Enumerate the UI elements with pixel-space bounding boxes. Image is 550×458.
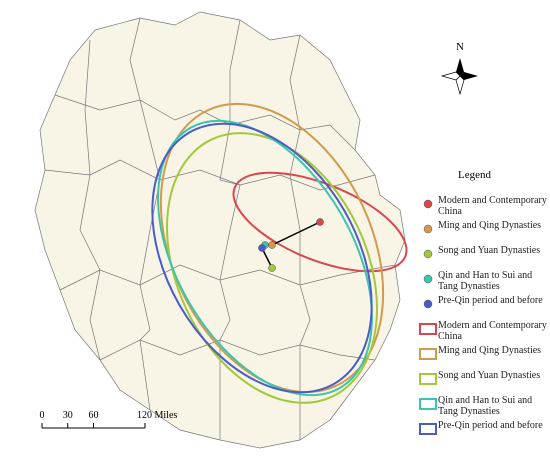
legend-symbol: [423, 249, 433, 259]
legend-point: [423, 199, 433, 209]
legend-point: [423, 299, 433, 309]
legend-label: Song and Yuan Dynasties: [438, 245, 541, 256]
deviational-ellipse: [232, 171, 408, 273]
legend-point: [423, 249, 433, 259]
legend-symbol: [419, 398, 437, 410]
legend-symbol: [419, 348, 437, 360]
legend-label: Modern and Contemporary China: [438, 320, 547, 342]
legend-symbol: [419, 423, 437, 435]
centroid: [316, 218, 324, 226]
deviational-ellipse: [157, 119, 373, 397]
legend-symbol: [423, 274, 433, 284]
legend-label: Song and Yuan Dynasties: [438, 370, 541, 381]
centroids: [258, 218, 324, 272]
legend-ellipse: [419, 323, 437, 335]
legend-label: Modern and Contemporary China: [438, 195, 547, 217]
legend-symbol: [423, 199, 433, 209]
legend-label: Ming and Qing Dynasties: [438, 345, 542, 356]
legend-point: [423, 224, 433, 234]
legend-label: Ming and Qing Dynasties: [438, 220, 542, 231]
legend-point: [423, 274, 433, 284]
centroid: [268, 264, 276, 272]
legend-title: Legend: [458, 169, 491, 181]
scale-label: 60: [89, 410, 99, 421]
legend-ellipse: [419, 373, 437, 385]
legend-label: Qin and Han to Sui and Tang Dynasties: [438, 270, 533, 292]
scale-label: 30: [63, 410, 73, 421]
legend-ellipse: [419, 348, 437, 360]
north-arrow: N: [440, 41, 478, 96]
legend-label: Pre-Qin period and before: [438, 295, 543, 306]
scale-bar: 0 30 60 120 Miles: [40, 410, 177, 429]
legend-symbol: [419, 323, 437, 335]
scale-label: 0: [40, 410, 45, 421]
ellipses: [151, 102, 408, 404]
scale-label: 120 Miles: [137, 410, 177, 421]
legend-ellipse: [419, 398, 437, 410]
deviational-ellipse: [151, 122, 373, 394]
deviational-ellipse: [166, 132, 378, 404]
centroid: [258, 244, 266, 252]
legend-symbol: [423, 224, 433, 234]
north-label: N: [456, 41, 464, 53]
legend-label: Qin and Han to Sui and Tang Dynasties: [438, 395, 533, 417]
centroid: [268, 241, 276, 249]
legend-symbol: [419, 373, 437, 385]
legend-symbol: [423, 299, 433, 309]
legend-ellipse: [419, 423, 437, 435]
legend-label: Pre-Qin period and before: [438, 420, 543, 431]
provinces: [34, 11, 406, 449]
